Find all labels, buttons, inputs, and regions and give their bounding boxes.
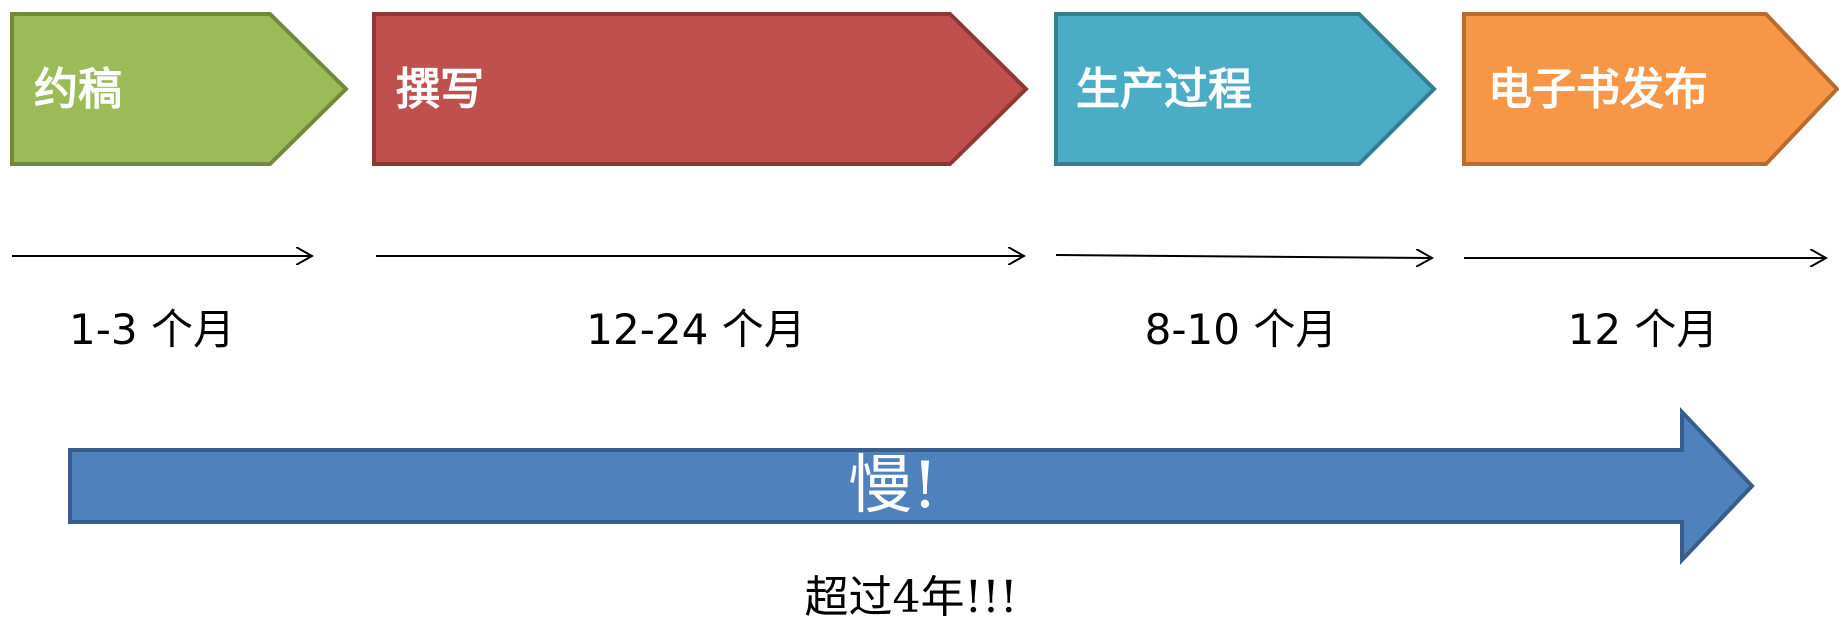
stage-2-label: 撰写 (396, 64, 484, 115)
stage-2: 撰写 (372, 12, 1029, 166)
stage-1-chevron (10, 12, 349, 166)
stage-1: 约稿 (10, 12, 349, 166)
summary-arrow-label: 慢! (848, 449, 938, 523)
stage-4: 电子书发布 (1462, 12, 1839, 166)
stage-3-label: 生产过程 (1076, 64, 1252, 115)
duration-label-3: 8-10 个月 (1145, 305, 1338, 354)
stage-1-label: 约稿 (34, 64, 122, 115)
duration-label-1: 1-3 个月 (69, 305, 235, 354)
total-duration-label: 超过4年!!! (804, 572, 1017, 620)
summary-arrow (68, 406, 1755, 566)
stage-4-label: 电子书发布 (1488, 64, 1708, 115)
duration-label-2: 12-24 个月 (586, 305, 805, 354)
duration-arrow-3 (1055, 255, 1432, 258)
stage-2-chevron (372, 12, 1029, 166)
stage-3: 生产过程 (1054, 12, 1437, 166)
stage-3-chevron (1054, 12, 1437, 166)
stage-4-chevron (1462, 12, 1839, 166)
duration-label-4: 12 个月 (1568, 305, 1719, 354)
